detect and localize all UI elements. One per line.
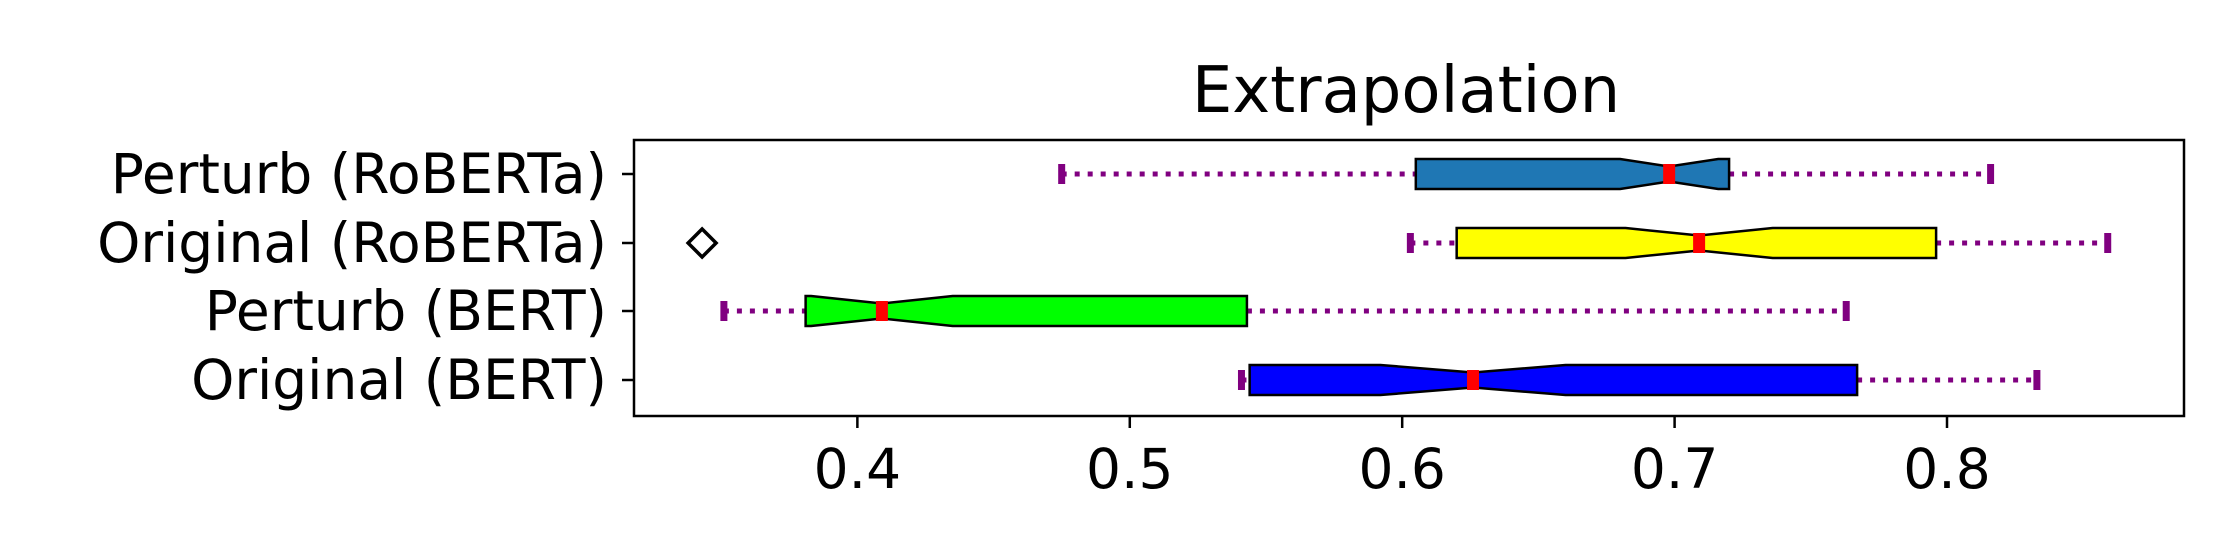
x-tick-label: 0.7 xyxy=(1631,437,1718,501)
box-group-2 xyxy=(685,226,2112,260)
y-tick-label: Original (BERT) xyxy=(191,348,607,412)
x-tick-label: 0.5 xyxy=(1086,437,1173,501)
x-tick-label: 0.4 xyxy=(814,437,901,501)
axes: Perturb (RoBERTa)Original (RoBERTa)Pertu… xyxy=(97,138,2186,501)
y-tick-label: Perturb (BERT) xyxy=(205,279,607,343)
x-tick-label: 0.6 xyxy=(1358,437,1445,501)
box-group-1 xyxy=(1058,157,1995,191)
plot-area xyxy=(685,157,2112,397)
y-tick-label: Original (RoBERTa) xyxy=(97,211,607,275)
y-tick-label: Perturb (RoBERTa) xyxy=(111,142,607,206)
box-group-3 xyxy=(720,294,1850,328)
box-group-4 xyxy=(1237,363,2041,397)
plot-frame xyxy=(632,138,2186,418)
box xyxy=(1248,363,1859,397)
box xyxy=(1414,157,1731,191)
x-tick-label: 0.8 xyxy=(1903,437,1990,501)
outlier-marker xyxy=(685,226,719,260)
box xyxy=(804,294,1249,328)
chart-title: Extrapolation xyxy=(1192,54,1620,128)
